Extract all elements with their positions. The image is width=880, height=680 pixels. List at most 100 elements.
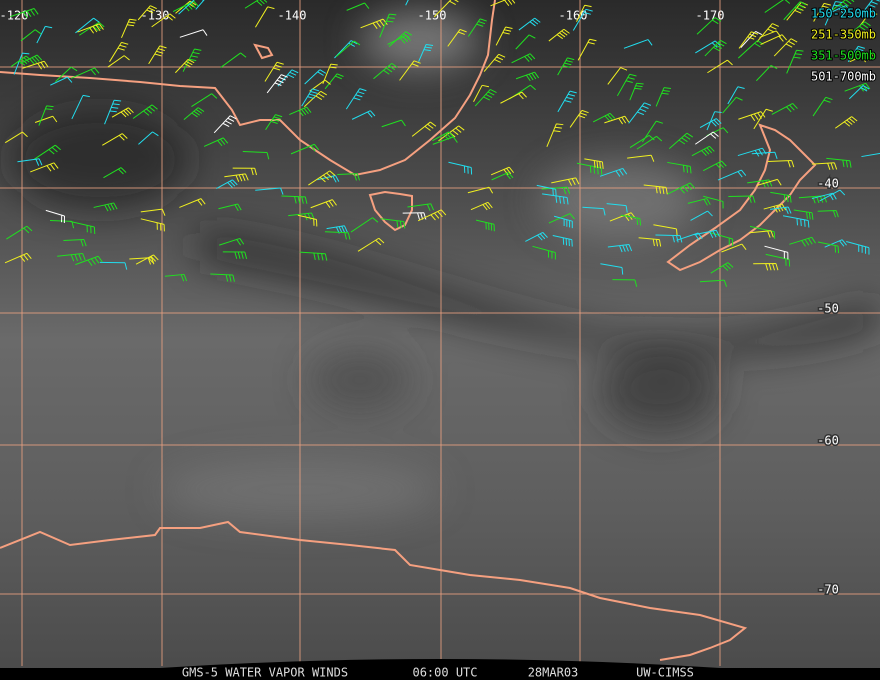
latitude-label: -50 xyxy=(817,302,839,316)
wind-barb xyxy=(102,133,128,146)
wind-barb xyxy=(33,144,61,160)
wind-barb xyxy=(694,229,720,239)
wind-barb xyxy=(244,0,268,9)
wind-barb xyxy=(849,52,876,63)
wind-barb xyxy=(710,262,734,274)
wind-barb xyxy=(707,59,733,74)
wind-barb xyxy=(36,25,53,44)
wind-barb xyxy=(813,2,831,22)
wind-barb xyxy=(57,252,86,262)
wind-barb xyxy=(438,125,465,142)
wind-barb xyxy=(541,186,571,195)
wind-barb xyxy=(109,41,129,63)
wind-barb xyxy=(518,17,541,31)
wind-barb xyxy=(50,76,73,86)
wind-barb xyxy=(360,18,388,29)
wind-barb xyxy=(703,195,724,209)
wind-barb xyxy=(557,90,577,113)
wind-barb xyxy=(572,8,593,31)
legend: 150-250mb 251-350mb 351-500mb 501-700mb xyxy=(810,6,877,85)
wind-barb xyxy=(433,0,459,18)
wind-barb xyxy=(722,96,743,114)
latitude-label: -60 xyxy=(817,434,839,448)
wind-barb xyxy=(783,1,807,21)
wind-barb xyxy=(548,28,570,42)
wind-barb xyxy=(515,71,540,82)
wind-barb xyxy=(183,107,205,120)
wind-barb xyxy=(667,161,692,174)
wind-barb xyxy=(612,279,638,287)
wind-barb xyxy=(387,34,411,45)
wind-barb xyxy=(786,49,804,74)
wind-barb xyxy=(308,170,336,186)
wind-barb xyxy=(709,232,734,247)
wind-barb xyxy=(432,131,454,142)
tasmania xyxy=(368,190,413,232)
wind-barb xyxy=(381,119,406,128)
wind-barb xyxy=(536,184,557,197)
wind-barb xyxy=(704,39,727,57)
wind-barb xyxy=(210,273,235,282)
longitude-label: -140 xyxy=(278,9,307,23)
wind-barb xyxy=(542,193,569,205)
wind-barb xyxy=(847,45,865,63)
wind-barb xyxy=(582,206,606,216)
wind-barb xyxy=(607,243,633,253)
wind-barb xyxy=(277,69,299,87)
wind-barb xyxy=(432,136,458,145)
coastlines xyxy=(0,0,817,661)
wind-barb xyxy=(767,159,795,168)
wind-barb xyxy=(178,0,204,15)
longitude-label: -160 xyxy=(559,9,588,23)
wind-barb xyxy=(525,231,548,242)
wind-barb xyxy=(728,195,756,203)
wind-barb xyxy=(242,151,270,160)
wind-barb xyxy=(290,143,320,155)
wind-barb xyxy=(824,239,847,248)
longitude-label: -150 xyxy=(418,9,447,23)
wind-barb xyxy=(93,202,118,212)
wind-barb xyxy=(765,253,791,267)
wind-barb xyxy=(687,198,711,206)
wind-barb xyxy=(740,30,763,48)
wind-barb xyxy=(407,203,435,211)
wind-barb xyxy=(490,0,516,7)
wind-barb xyxy=(717,169,747,181)
wind-barb xyxy=(829,0,855,13)
wind-barb xyxy=(213,115,237,134)
wind-barb xyxy=(418,44,434,62)
wind-barb xyxy=(511,53,536,64)
wind-barb xyxy=(140,218,165,232)
wind-barb xyxy=(470,201,493,211)
wind-barb xyxy=(38,105,54,126)
wind-barb xyxy=(667,182,696,195)
wind-barb xyxy=(22,60,49,70)
wind-barb xyxy=(628,102,652,124)
wind-barb xyxy=(337,173,360,181)
wind-barb xyxy=(137,5,157,21)
wind-barb xyxy=(703,160,727,172)
wind-barb xyxy=(140,208,166,216)
wind-barb xyxy=(4,131,28,144)
wind-barb xyxy=(103,167,127,179)
wind-barb xyxy=(737,147,767,157)
wind-barb xyxy=(99,261,128,270)
wind-barb xyxy=(132,104,158,119)
wind-barb xyxy=(576,4,592,22)
wind-barb xyxy=(491,171,514,181)
wind-barb xyxy=(218,203,242,212)
wind-barb xyxy=(216,179,238,189)
wind-barb xyxy=(265,114,283,130)
wind-barb xyxy=(148,45,167,65)
wind-barb xyxy=(4,252,32,264)
wind-barb xyxy=(629,134,655,149)
wind-barb xyxy=(655,87,671,107)
antarctica-coast xyxy=(0,520,748,661)
wind-barb xyxy=(351,110,376,120)
wind-barb xyxy=(71,94,90,120)
wind-barb xyxy=(79,21,105,36)
wind-barb xyxy=(447,28,467,47)
wind-barb xyxy=(764,245,789,260)
wind-barb xyxy=(402,212,427,220)
wind-barb xyxy=(135,254,159,265)
